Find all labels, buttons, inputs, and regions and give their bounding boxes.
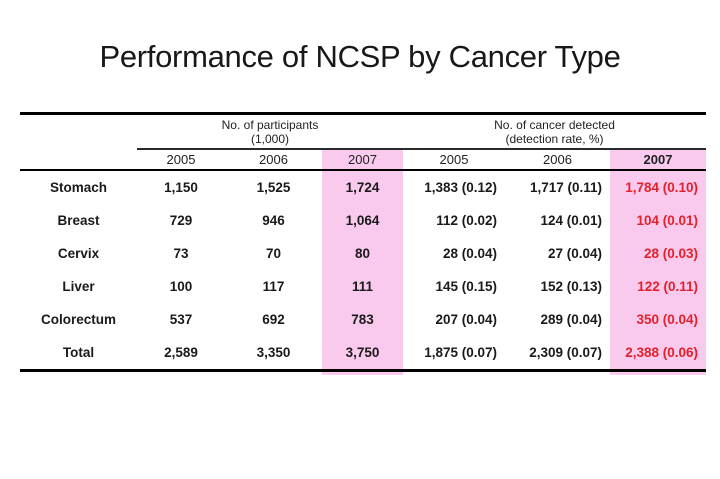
cell-detected-2005: 112 (0.02) bbox=[436, 213, 498, 228]
table-row-total: Total 2,589 3,350 3,750 1,875 (0.07) 2,3… bbox=[20, 336, 707, 372]
row-label: Cervix bbox=[57, 246, 100, 261]
cell-detected-2006: 124 (0.01) bbox=[540, 213, 603, 228]
cell-detected-2006: 152 (0.13) bbox=[540, 279, 603, 294]
row-label: Breast bbox=[57, 213, 100, 228]
table-row-stomach: Stomach 1,150 1,525 1,724 1,383 (0.12) 1… bbox=[20, 170, 707, 204]
cell-detected-2006: 2,309 (0.07) bbox=[505, 336, 611, 372]
cell-participants-2005: 73 bbox=[173, 246, 189, 261]
group-header-row: No. of participants (1,000) No. of cance… bbox=[20, 113, 707, 150]
group-header-line2: (1,000) bbox=[250, 131, 290, 146]
cell-participants-2005: 1,150 bbox=[164, 180, 198, 195]
year-header-detected-2005: 2005 bbox=[403, 149, 506, 171]
cell-detected-2006: 289 (0.04) bbox=[540, 312, 603, 327]
cell-detected-2006: 1,717 (0.11) bbox=[529, 180, 603, 195]
empty-label-cell bbox=[20, 149, 137, 171]
row-label: Colorectum bbox=[40, 312, 116, 327]
cell-detected-2006: 27 (0.04) bbox=[547, 246, 603, 261]
cell-detected-2007: 28 (0.03) bbox=[610, 237, 707, 270]
cell-detected-2005: 1,875 (0.07) bbox=[403, 336, 506, 372]
cell-participants-2007: 783 bbox=[322, 303, 404, 336]
group-header-line1: No. of cancer detected bbox=[494, 117, 615, 132]
year-header-detected-2006: 2006 bbox=[505, 149, 611, 171]
year-header-participants-2007: 2007 bbox=[322, 149, 404, 171]
year-header-row: 2005 2006 2007 2005 2006 2007 bbox=[20, 149, 707, 171]
cell-participants-2005: 729 bbox=[169, 213, 193, 228]
cell-detected-2005: 145 (0.15) bbox=[435, 279, 498, 294]
row-label: Liver bbox=[62, 279, 95, 294]
cell-participants-2007: 80 bbox=[322, 237, 404, 270]
cell-participants-2006: 946 bbox=[262, 213, 285, 228]
cell-participants-2006: 692 bbox=[262, 312, 285, 327]
corner-cell bbox=[20, 114, 137, 150]
cell-participants-2005: 537 bbox=[169, 312, 193, 327]
year-header-detected-2007: 2007 bbox=[610, 149, 707, 171]
cell-participants-2007: 1,064 bbox=[322, 204, 404, 237]
cell-detected-2007: 2,388 (0.06) bbox=[610, 336, 707, 372]
cell-participants-2006: 70 bbox=[265, 246, 282, 261]
cell-participants-2007: 3,750 bbox=[322, 336, 404, 372]
table-row-cervix: Cervix 73 70 80 28 (0.04) 27 (0.04) 28 (… bbox=[20, 237, 707, 270]
year-header-participants-2005: 2005 bbox=[137, 149, 225, 171]
row-label: Stomach bbox=[49, 180, 107, 195]
group-header-line2: (detection rate, %) bbox=[505, 131, 604, 146]
cell-participants-2007: 1,724 bbox=[322, 170, 404, 204]
group-header-participants: No. of participants (1,000) bbox=[137, 113, 404, 150]
cell-participants-2005: 2,589 bbox=[137, 336, 225, 372]
table-row-liver: Liver 100 117 111 145 (0.15) 152 (0.13) … bbox=[20, 270, 707, 303]
cell-participants-2006: 117 bbox=[262, 279, 285, 294]
performance-table: No. of participants (1,000) No. of cance… bbox=[20, 112, 707, 372]
cell-detected-2005: 1,383 (0.12) bbox=[424, 180, 498, 195]
cell-participants-2005: 100 bbox=[169, 279, 193, 294]
table-row-colorectum: Colorectum 537 692 783 207 (0.04) 289 (0… bbox=[20, 303, 707, 336]
cell-detected-2007: 350 (0.04) bbox=[610, 303, 707, 336]
row-label: Total bbox=[20, 336, 137, 372]
group-header-line1: No. of participants bbox=[221, 117, 319, 132]
cell-detected-2007: 1,784 (0.10) bbox=[610, 170, 707, 204]
cell-detected-2007: 104 (0.01) bbox=[610, 204, 707, 237]
year-header-participants-2006: 2006 bbox=[225, 149, 322, 171]
slide-title: Performance of NCSP by Cancer Type bbox=[99, 39, 621, 74]
group-header-detected: No. of cancer detected (detection rate, … bbox=[403, 113, 707, 150]
cell-detected-2005: 28 (0.04) bbox=[442, 246, 498, 261]
cell-participants-2006: 1,525 bbox=[256, 180, 291, 195]
cell-detected-2005: 207 (0.04) bbox=[435, 312, 498, 327]
cell-participants-2006: 3,350 bbox=[225, 336, 322, 372]
table-row-breast: Breast 729 946 1,064 112 (0.02) 124 (0.0… bbox=[20, 204, 707, 237]
cell-detected-2007: 122 (0.11) bbox=[610, 270, 707, 303]
cell-participants-2007: 111 bbox=[322, 270, 404, 303]
